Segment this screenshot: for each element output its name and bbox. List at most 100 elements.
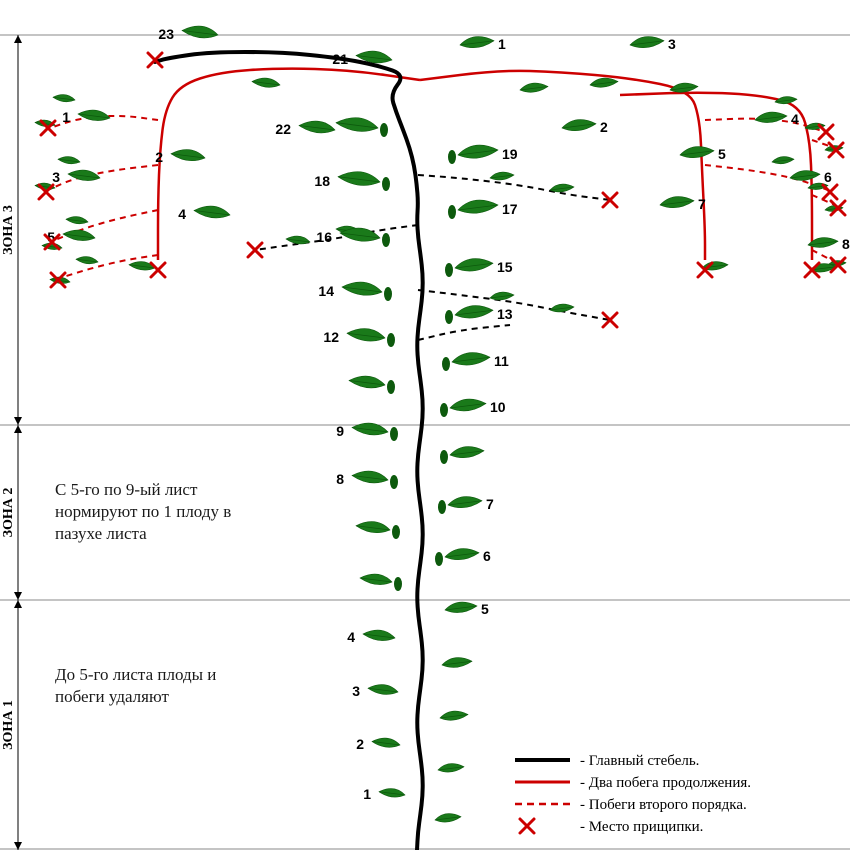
leaf	[352, 471, 388, 483]
leaf-number: 3	[52, 169, 60, 185]
secondary-shoot	[418, 325, 510, 340]
fruit	[394, 577, 402, 591]
fruit	[390, 475, 398, 489]
continuation-shoot	[158, 69, 420, 260]
fruit	[435, 552, 443, 566]
leaf	[286, 236, 310, 244]
leaf	[458, 145, 498, 158]
fruit	[438, 500, 446, 514]
leaf-number: 16	[316, 229, 332, 245]
leaf	[455, 306, 493, 318]
leaf	[182, 26, 218, 38]
leaf	[194, 206, 230, 218]
leaf	[670, 83, 698, 92]
leaf-number: 11	[494, 353, 509, 369]
leaf	[438, 764, 464, 773]
leaf-number: 14	[318, 283, 334, 299]
leaf	[342, 282, 382, 295]
leaf-number: 18	[314, 173, 330, 189]
zone-label: ЗОНА 1	[1, 700, 16, 750]
leaf	[550, 304, 574, 312]
fruit	[445, 310, 453, 324]
leaf	[772, 157, 794, 164]
plant-diagram: ЗОНА 1ЗОНА 2ЗОНА 3До 5-го листа плоды ип…	[0, 0, 850, 850]
continuation-shoot	[420, 71, 705, 260]
leaf	[630, 37, 664, 48]
leaf	[442, 658, 472, 668]
main-stem	[155, 52, 423, 850]
leaf	[336, 118, 378, 132]
secondary-shoot	[48, 165, 158, 190]
fruit	[445, 263, 453, 277]
leaf	[379, 789, 405, 798]
leaf-number: 4	[178, 206, 186, 222]
zone-note: побеги удаляют	[55, 687, 169, 706]
legend-label: - Место прищипки.	[580, 819, 703, 835]
leaf	[435, 814, 461, 823]
leaf-number: 3	[352, 683, 360, 699]
leaf-number: 5	[718, 146, 726, 162]
leaf	[680, 147, 714, 158]
fruit	[384, 287, 392, 301]
leaf	[660, 197, 694, 208]
leaf	[372, 738, 400, 747]
leaf	[66, 217, 88, 224]
leaf	[299, 121, 335, 133]
leaf-number: 6	[483, 548, 491, 564]
leaf	[790, 171, 820, 181]
leaf-number: 13	[497, 306, 513, 322]
leaf	[356, 522, 390, 533]
fruit	[390, 427, 398, 441]
leaf-number: 5	[481, 601, 489, 617]
leaf-number: 10	[490, 399, 506, 415]
leaf	[490, 172, 514, 180]
leaf-number: 1	[62, 109, 70, 125]
fruit	[392, 525, 400, 539]
leaf	[58, 157, 80, 164]
legend-label: - Побеги второго порядка.	[580, 797, 747, 813]
leaf-number: 22	[275, 121, 291, 137]
leaf	[363, 630, 395, 640]
leaf	[455, 259, 493, 271]
leaf	[452, 353, 490, 365]
fruit	[382, 177, 390, 191]
leaf	[53, 95, 75, 102]
leaf	[63, 230, 95, 240]
legend-label: - Два побега продолжения.	[580, 775, 751, 791]
leaf-number: 9	[336, 423, 344, 439]
leaf	[171, 150, 205, 161]
fruit	[448, 205, 456, 219]
leaf-number: 15	[497, 259, 513, 275]
leaf-number: 12	[323, 329, 339, 345]
leaf-number: 1	[363, 786, 371, 802]
leaf-number: 23	[158, 26, 174, 42]
leaf	[347, 329, 385, 341]
leaf-number: 8	[336, 471, 344, 487]
leaf	[68, 170, 100, 180]
leaf-number: 7	[486, 496, 494, 512]
leaf-number: 4	[791, 111, 799, 127]
leaf	[458, 200, 498, 213]
leaf	[448, 497, 482, 508]
leaf	[349, 376, 385, 388]
leaf	[445, 602, 477, 612]
leaf	[460, 37, 494, 48]
fruit	[448, 150, 456, 164]
fruit	[382, 233, 390, 247]
leaf	[520, 83, 548, 92]
leaf-number: 21	[332, 51, 348, 67]
leaf	[338, 172, 380, 186]
leaf-number: 6	[824, 169, 832, 185]
leaf	[450, 399, 486, 411]
leaf	[450, 447, 484, 458]
leaf-number: 2	[155, 149, 163, 165]
leaf-number: 4	[347, 629, 355, 645]
fruit	[440, 450, 448, 464]
leaf	[78, 110, 110, 120]
leaf	[550, 184, 574, 192]
leaf	[368, 685, 398, 695]
leaf	[590, 78, 618, 87]
leaf-number: 8	[842, 236, 850, 252]
leaf-number: 2	[600, 119, 608, 135]
zone-note: До 5-го листа плоды и	[55, 665, 216, 684]
